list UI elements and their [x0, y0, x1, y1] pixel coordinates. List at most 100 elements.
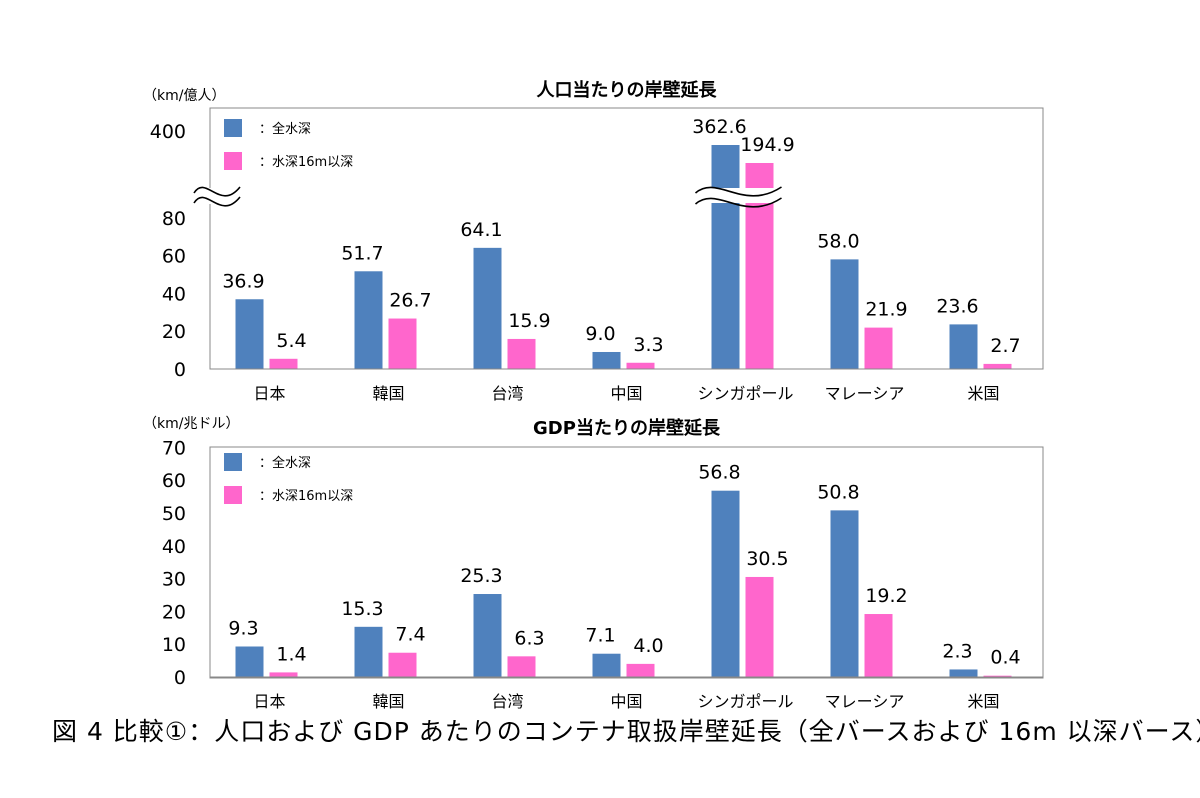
y-tick-label: 50: [162, 503, 186, 525]
x-tick-label: 韓国: [372, 692, 404, 711]
bar-break-line: [694, 197, 782, 208]
bar-all-depth: [711, 490, 740, 677]
data-label: 15.3: [341, 598, 383, 620]
x-tick-label: 台湾: [491, 384, 523, 403]
x-tick-label: マレーシア: [825, 692, 905, 711]
data-label: 5.4: [276, 330, 306, 352]
x-tick-label: 米国: [967, 692, 999, 711]
data-label: 56.8: [698, 462, 740, 484]
y-axis-label: （km/億人）: [143, 88, 225, 104]
y-tick-label: 70: [162, 437, 186, 459]
y-tick-label: 0: [174, 667, 186, 689]
plot-area: [209, 446, 1044, 679]
x-tick-label: 中国: [610, 384, 642, 403]
x-tick-label: 韓国: [372, 384, 404, 403]
legend-label-deep: ：水深16m以深: [259, 155, 353, 170]
bar-deep-16m: [626, 362, 655, 369]
data-label: 9.3: [228, 617, 258, 639]
y-tick-label-upper: 400: [150, 121, 186, 143]
y-tick-label: 60: [162, 470, 186, 492]
data-label: 64.1: [460, 219, 502, 241]
legend-label-all-depth: ：全水深: [259, 455, 311, 471]
bar-deep-16m: [269, 358, 298, 369]
chart-title: GDP当たりの岸壁延長: [533, 417, 721, 439]
bar-all-depth: [949, 324, 978, 369]
chart-1: 人口当たりの岸壁延長 （km/億人） 0 20 40 60 80 400 ：全水深 ：水深16m以…: [143, 79, 1044, 403]
bar-all-depth: [473, 594, 502, 677]
bar-all-depth: [711, 145, 740, 369]
bar-all-depth: [592, 351, 621, 369]
x-tick-label: 中国: [610, 692, 642, 711]
data-label: 23.6: [936, 295, 978, 317]
axis-break-line: [193, 186, 241, 197]
y-tick-label: 80: [162, 208, 186, 230]
data-label: 26.7: [389, 290, 431, 312]
chart-title: 人口当たりの岸壁延長: [537, 79, 718, 101]
data-label: 6.3: [514, 627, 544, 649]
data-label: 50.8: [817, 481, 859, 503]
data-label: 21.9: [865, 299, 907, 321]
bar-all-depth: [473, 247, 502, 369]
data-label: 58.0: [817, 230, 859, 252]
data-label: 3.3: [633, 334, 663, 356]
bar-deep-16m: [983, 675, 1012, 677]
bar-deep-16m: [864, 614, 893, 677]
data-label: 2.7: [990, 335, 1020, 357]
x-tick-label: シンガポール: [697, 692, 793, 711]
x-tick-label: 日本: [253, 384, 285, 403]
data-label: 36.9: [222, 270, 264, 292]
bar-all-depth: [354, 626, 383, 677]
y-tick-label: 40: [162, 536, 186, 558]
x-tick-label: 日本: [253, 692, 285, 711]
data-label: 19.2: [865, 585, 907, 607]
y-tick-label: 20: [162, 321, 186, 343]
bar-all-depth: [592, 653, 621, 677]
data-label: 7.4: [395, 624, 425, 646]
data-label: 362.6: [692, 116, 746, 138]
y-tick-label: 10: [162, 634, 186, 656]
y-tick-label: 0: [174, 359, 186, 381]
bar-deep-16m: [983, 363, 1012, 369]
bar-deep-16m: [507, 656, 536, 677]
y-axis-label: （km/兆ドル）: [143, 416, 239, 432]
bar-deep-16m: [864, 327, 893, 369]
data-label: 15.9: [508, 310, 550, 332]
x-tick-label: マレーシア: [825, 384, 905, 403]
x-tick-label: シンガポール: [697, 384, 793, 403]
y-tick-label: 40: [162, 283, 186, 305]
caption-text: 図 4 比較①：人口および GDP あたりのコンテナ取扱岸壁延長（全バースおよび…: [52, 717, 1200, 746]
legend-swatch-all-depth: [224, 119, 242, 137]
bar-all-depth: [235, 299, 264, 369]
bar-all-depth: [830, 259, 859, 369]
figure-caption: 図 4 比較①：人口および GDP あたりのコンテナ取扱岸壁延長（全バースおよび…: [52, 712, 1200, 748]
bar-deep-16m: [388, 652, 417, 677]
data-label: 9.0: [585, 323, 615, 345]
bar-all-depth: [354, 271, 383, 369]
bar-deep-16m: [507, 338, 536, 369]
data-label: 194.9: [740, 134, 794, 156]
legend-label-all-depth: ：全水深: [259, 121, 311, 137]
y-tick-label: 60: [162, 246, 186, 268]
data-label: 2.3: [942, 640, 972, 662]
plot-area: [209, 107, 1044, 370]
bar-deep-16m: [626, 663, 655, 677]
data-label: 7.1: [585, 625, 615, 647]
legend-swatch-deep: [224, 152, 242, 170]
axis-break-line: [193, 196, 241, 207]
bar-all-depth: [949, 669, 978, 677]
x-tick-label: 台湾: [491, 692, 523, 711]
legend-swatch-deep: [224, 486, 242, 504]
y-tick-label: 30: [162, 569, 186, 591]
chart-2: GDP当たりの岸壁延長 （km/兆ドル） 0 10 20 30 40 50 60 70 ：全水深 ：水…: [143, 416, 1044, 711]
data-label: 1.4: [276, 643, 306, 665]
data-label: 0.4: [990, 647, 1020, 669]
bar-all-depth: [830, 510, 859, 677]
bar-deep-16m: [745, 576, 774, 677]
data-label: 51.7: [341, 242, 383, 264]
data-label: 30.5: [746, 548, 788, 570]
bar-deep-16m: [269, 672, 298, 677]
legend-swatch-all-depth: [224, 453, 242, 471]
bar-deep-16m: [388, 318, 417, 369]
data-label: 4.0: [633, 635, 663, 657]
